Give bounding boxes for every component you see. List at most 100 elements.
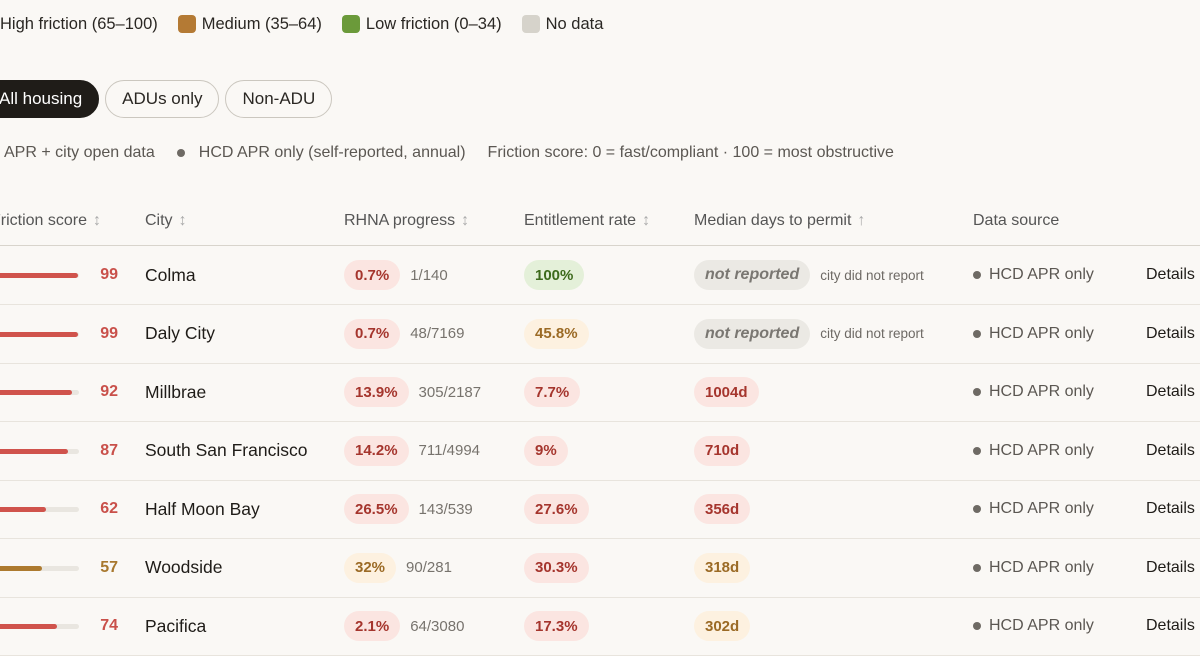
entitlement-pill: 27.6% — [524, 494, 589, 524]
score-value: 92 — [100, 383, 118, 400]
days-pill: 318d — [694, 552, 751, 583]
table-row: 92 Millbrae 13.9% 305/2187 7.7% 1004d HCD APR … — [0, 363, 1200, 422]
details-link[interactable]: Details — [1146, 324, 1195, 342]
days-pill: not reported — [694, 318, 811, 349]
legend-label: Medium (35–64) — [201, 14, 322, 33]
source-label: HCD APR only (self-reported, annual) — [198, 144, 466, 161]
city-name: South San Francisco — [145, 440, 308, 460]
column-header[interactable]: RHNA progress ↕ — [344, 212, 469, 230]
entitlement-cell: 27.6% — [524, 480, 589, 538]
rhna-pill: 13.9% — [344, 377, 409, 407]
days-cell: 1004d — [694, 363, 759, 421]
days-pill: not reported — [694, 260, 811, 290]
column-label: Median days to permit — [694, 212, 852, 229]
source-cell: HCD APR only — [973, 597, 1094, 655]
column-header[interactable]: City ↕ — [145, 212, 187, 230]
details-link[interactable]: Details — [1146, 266, 1195, 283]
days-pill: 302d — [694, 611, 751, 641]
action-cell: Details — [1146, 305, 1195, 363]
entitlement-pill: 100% — [524, 260, 585, 290]
rhna-count: 48/7169 — [410, 325, 465, 342]
legend-swatch — [341, 15, 360, 33]
legend-item: Medium (35–64) — [177, 12, 322, 36]
details-link[interactable]: Details — [1146, 500, 1195, 517]
entitlement-cell: 45.8% — [524, 305, 589, 363]
score-value: 74 — [100, 617, 118, 634]
score-track — [0, 390, 79, 395]
score-track — [0, 624, 79, 629]
source-text: HCD APR only — [989, 558, 1094, 576]
details-link[interactable]: Details — [1146, 617, 1195, 634]
filter-tab[interactable]: Non-ADU — [225, 80, 333, 118]
city-name: Half Moon Bay — [145, 498, 260, 519]
entitlement-cell: 30.3% — [524, 539, 589, 597]
legend-item: Low friction (0–34) — [341, 12, 502, 36]
rhna-count: 711/4994 — [418, 442, 480, 459]
column-header[interactable]: Friction score ↕ — [0, 212, 101, 230]
score-bar — [0, 565, 43, 571]
details-link[interactable]: Details — [1146, 558, 1195, 576]
entitlement-pill: 9% — [524, 435, 568, 466]
entitlement-pill: 45.8% — [524, 318, 589, 349]
score-bar — [0, 273, 79, 278]
column-header[interactable]: Median days to permit ↑ — [694, 212, 865, 230]
city-cell: South San Francisco — [145, 422, 307, 480]
rhna-pill: 32% — [344, 552, 397, 583]
table-row: 74 Pacifica 2.1% 64/3080 17.3% 302d HCD APR on… — [0, 597, 1200, 656]
details-link[interactable]: Details — [1146, 441, 1195, 459]
city-name: Millbrae — [145, 381, 207, 402]
column-label: Data source — [973, 212, 1060, 229]
entitlement-pill: 17.3% — [524, 611, 589, 641]
info-row: APR + city open data HCD APR only (self-r… — [0, 142, 894, 164]
score-track — [0, 273, 79, 278]
column-label: City — [145, 212, 173, 229]
score-track — [0, 331, 79, 337]
action-cell: Details — [1146, 422, 1195, 480]
filter-tab[interactable]: ADUs only — [105, 80, 220, 118]
filter-tab[interactable]: All housing — [0, 80, 100, 118]
table-row: 62 Half Moon Bay 26.5% 143/539 27.6% 356d HCD … — [0, 480, 1200, 539]
score-track — [0, 448, 79, 454]
city-name: Woodside — [145, 557, 223, 577]
source-cell: HCD APR only — [973, 363, 1094, 421]
score-note: Friction score: 0 = fast/compliant · 100… — [487, 144, 894, 161]
city-cell: Colma — [145, 246, 196, 304]
sort-icon: ↕ — [93, 212, 102, 229]
source-cell: HCD APR only — [973, 422, 1094, 480]
action-cell: Details — [1146, 246, 1195, 304]
score-bar — [0, 331, 79, 337]
city-name: Pacifica — [145, 615, 207, 636]
rhna-count: 64/3080 — [410, 617, 465, 635]
rhna-count: 90/281 — [406, 559, 452, 576]
score-cell: 99 — [78, 305, 118, 363]
days-pill: 356d — [694, 494, 751, 524]
score-bar — [0, 507, 47, 512]
page: Housing friction table { "legend": [ {"l… — [0, 12, 1200, 656]
days-note: city did not report — [820, 267, 924, 283]
legend-item: High friction (65–100) — [0, 12, 158, 36]
days-cell: 302d — [694, 597, 751, 655]
score-value: 62 — [100, 500, 118, 517]
rhna-pill: 14.2% — [344, 435, 409, 466]
action-cell: Details — [1146, 480, 1195, 538]
source-dot — [973, 563, 981, 572]
rhna-pill: 0.7% — [344, 260, 401, 290]
days-note: city did not report — [820, 326, 924, 341]
source-dot — [973, 271, 981, 279]
source-dot — [176, 149, 185, 157]
city-name: Colma — [145, 264, 196, 285]
action-cell: Details — [1146, 363, 1195, 421]
legend-label: High friction (65–100) — [0, 14, 158, 33]
source-text: HCD APR only — [989, 266, 1094, 283]
details-link[interactable]: Details — [1146, 383, 1195, 400]
rhna-cell: 2.1% 64/3080 — [344, 597, 464, 655]
rhna-count: 143/539 — [418, 500, 473, 518]
column-header[interactable]: Entitlement rate ↕ — [524, 212, 650, 230]
legend-label: No data — [545, 14, 604, 33]
source-dot — [973, 329, 981, 338]
score-bar — [0, 448, 68, 454]
score-cell: 74 — [78, 597, 118, 655]
city-cell: Daly City — [145, 305, 215, 363]
source-cell: HCD APR only — [973, 305, 1094, 363]
rhna-pill: 2.1% — [344, 611, 401, 641]
